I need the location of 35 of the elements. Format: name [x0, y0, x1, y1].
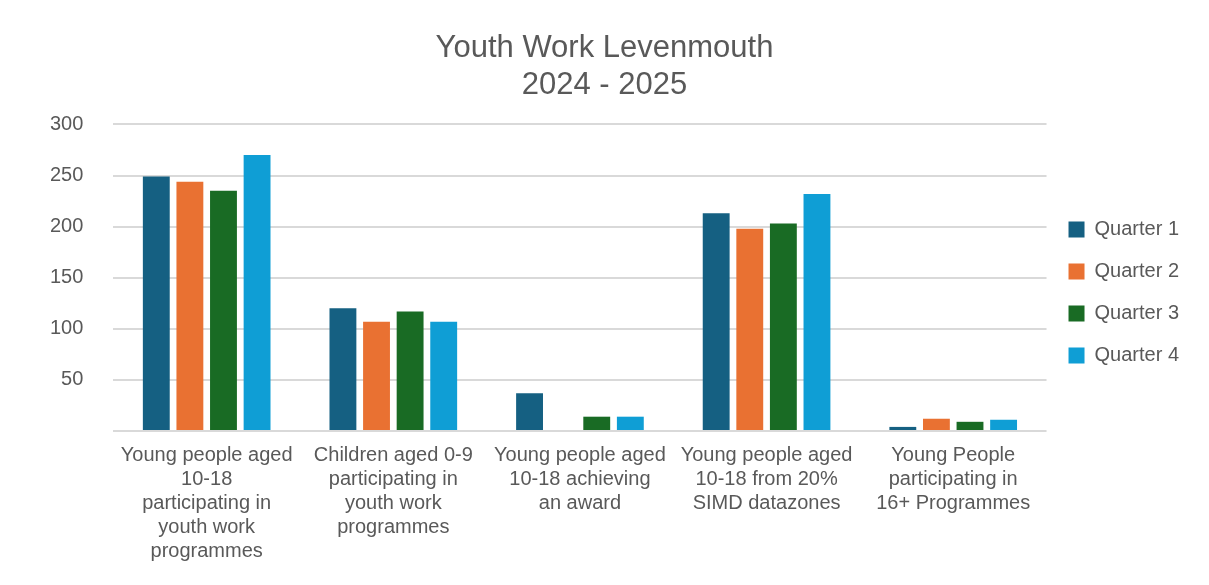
bar	[363, 321, 390, 430]
bar	[616, 416, 644, 430]
y-tick-label: 300	[49, 111, 84, 134]
bar	[702, 213, 730, 430]
y-tick-label: 250	[49, 163, 84, 186]
x-tick-label: Children aged 0-9 participating in youth work programmes	[313, 442, 473, 537]
bar	[922, 418, 950, 430]
bar	[142, 176, 170, 430]
legend-label: Quarter 2	[1094, 259, 1179, 282]
bar	[516, 393, 543, 430]
bar	[243, 155, 271, 430]
legend-label: Quarter 4	[1094, 343, 1179, 366]
x-tick-label: Young people aged 10-18 participating in youth work programmes	[120, 442, 293, 561]
y-tick-label: 200	[49, 214, 84, 237]
x-tick-label: Young People participating in 16+ Programmes	[876, 442, 1031, 513]
bar	[583, 416, 611, 430]
bar	[430, 321, 458, 430]
bar	[956, 421, 984, 430]
bar	[176, 181, 204, 430]
legend-label: Quarter 3	[1094, 301, 1179, 324]
bar	[396, 311, 424, 430]
bar	[889, 426, 917, 430]
chart-title: Youth Work Levenmouth 2024 - 2025	[435, 29, 774, 102]
bar	[736, 228, 764, 430]
y-tick-label: 150	[49, 265, 84, 288]
x-tick-label: Young people aged 10-18 achieving an award	[494, 442, 666, 513]
legend-label: Quarter 1	[1094, 217, 1179, 240]
y-tick-label: 100	[49, 316, 84, 339]
x-tick-label: Young people aged 10-18 from 20% SIMD datazones	[680, 442, 853, 513]
bar	[210, 190, 237, 430]
y-tick-label: 50	[61, 367, 84, 390]
bar	[329, 308, 357, 430]
bar	[803, 193, 831, 430]
bar	[990, 419, 1018, 430]
bar	[769, 223, 797, 430]
